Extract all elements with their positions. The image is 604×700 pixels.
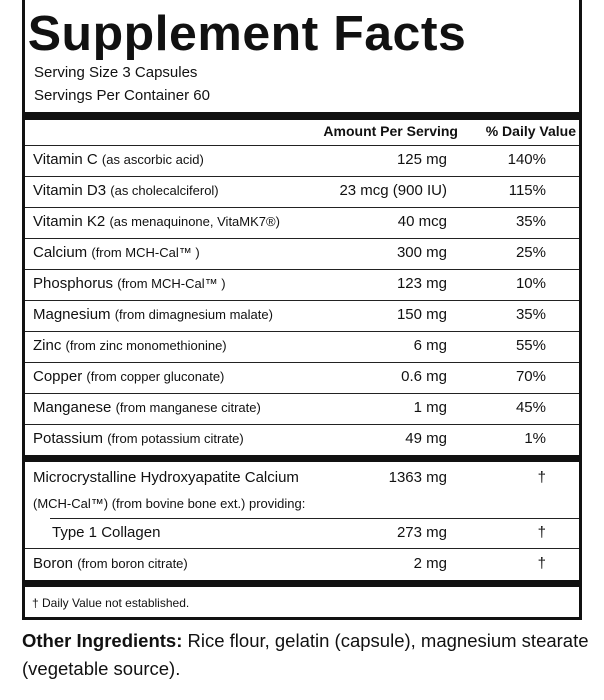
source: (from MCH-Cal™ ) bbox=[117, 276, 226, 291]
amount: 0.6 mg bbox=[401, 368, 447, 385]
serving-size: Serving Size 3 Capsules bbox=[34, 64, 197, 81]
nutrient-name: Vitamin C (as ascorbic acid) bbox=[33, 151, 204, 168]
nutrient-name: Calcium (from MCH-Cal™ ) bbox=[33, 244, 200, 261]
daily-value: 10% bbox=[515, 275, 546, 292]
name: Potassium bbox=[33, 430, 104, 447]
name: Manganese bbox=[33, 399, 112, 416]
daily-value: † bbox=[537, 524, 546, 541]
thick-rule bbox=[25, 112, 579, 120]
other-ingredients-label: Other Ingredients: bbox=[22, 630, 183, 651]
source: (from boron citrate) bbox=[77, 556, 188, 571]
amount-header: Amount Per Serving bbox=[323, 123, 458, 139]
servings-value: 60 bbox=[193, 87, 210, 104]
amount: 6 mg bbox=[413, 337, 447, 354]
nutrient-name: Vitamin K2 (as menaquinone, VitaMK7®) bbox=[33, 213, 280, 230]
nutrient-name: Manganese (from manganese citrate) bbox=[33, 399, 261, 416]
daily-value: † bbox=[537, 469, 546, 486]
source: (as cholecalciferol) bbox=[110, 183, 219, 198]
rule bbox=[25, 300, 579, 301]
rule bbox=[25, 548, 579, 549]
thick-rule bbox=[25, 580, 579, 587]
daily-value: 1% bbox=[524, 430, 546, 447]
rule bbox=[50, 518, 579, 519]
amount: 1 mg bbox=[413, 399, 447, 416]
amount: 2 mg bbox=[413, 555, 447, 572]
name: Microcrystalline Hydroxyapatite Calcium bbox=[33, 469, 299, 486]
footnote: † Daily Value not established. bbox=[32, 596, 190, 610]
nutrient-name: Potassium (from potassium citrate) bbox=[33, 430, 244, 447]
rule bbox=[25, 424, 579, 425]
amount: 23 mcg (900 IU) bbox=[339, 182, 447, 199]
amount: 125 mg bbox=[396, 151, 447, 168]
name: Boron bbox=[33, 555, 74, 572]
source: (as ascorbic acid) bbox=[101, 152, 204, 167]
daily-value: 35% bbox=[515, 306, 546, 323]
rule bbox=[25, 145, 579, 146]
daily-value: 55% bbox=[515, 337, 546, 354]
dv-header: % Daily Value bbox=[485, 123, 576, 139]
daily-value: † bbox=[537, 555, 546, 572]
rule bbox=[25, 207, 579, 208]
nutrient-name: Zinc (from zinc monomethionine) bbox=[33, 337, 227, 354]
other-ingredients: Other Ingredients: Rice flour, gelatin (… bbox=[22, 627, 592, 683]
nutrient-name: Magnesium (from dimagnesium malate) bbox=[33, 306, 273, 323]
name: Calcium bbox=[33, 244, 88, 261]
label-border bbox=[22, 0, 582, 620]
daily-value: 115% bbox=[508, 182, 546, 199]
nutrient-name: Type 1 Collagen bbox=[52, 524, 160, 541]
source: (from MCH-Cal™ ) bbox=[91, 245, 200, 260]
rule bbox=[25, 331, 579, 332]
daily-value: 25% bbox=[515, 244, 546, 261]
nutrient-name: Vitamin D3 (as cholecalciferol) bbox=[33, 182, 219, 199]
name: Vitamin D3 bbox=[33, 182, 107, 199]
servings-label: Servings Per Container bbox=[34, 87, 190, 104]
name: Vitamin C bbox=[33, 151, 98, 168]
nutrient-name: Copper (from copper gluconate) bbox=[33, 368, 224, 385]
amount: 1363 mg bbox=[388, 469, 447, 486]
rule bbox=[25, 269, 579, 270]
daily-value: 45% bbox=[515, 399, 546, 416]
rule bbox=[25, 238, 579, 239]
source: (MCH-Cal™) (from bovine bone ext.) provi… bbox=[33, 496, 306, 511]
nutrient-name: Microcrystalline Hydroxyapatite Calcium bbox=[33, 469, 299, 486]
source: (from dimagnesium malate) bbox=[114, 307, 273, 322]
rule bbox=[25, 176, 579, 177]
amount: 273 mg bbox=[396, 524, 447, 541]
title: Supplement Facts bbox=[27, 7, 467, 61]
name: Phosphorus bbox=[33, 275, 114, 292]
daily-value: 70% bbox=[515, 368, 546, 385]
servings: Servings Per Container 60 bbox=[34, 87, 210, 104]
amount: 49 mg bbox=[405, 430, 447, 447]
daily-value: 140% bbox=[507, 151, 546, 168]
amount: 300 mg bbox=[396, 244, 447, 261]
nutrient-name: Boron (from boron citrate) bbox=[33, 555, 188, 572]
nutrient-name: Phosphorus (from MCH-Cal™ ) bbox=[33, 275, 226, 292]
amount: 123 mg bbox=[396, 275, 447, 292]
serving-size-label: Serving Size bbox=[34, 64, 119, 81]
name: Vitamin K2 bbox=[33, 213, 106, 230]
daily-value: 35% bbox=[515, 213, 546, 230]
other-ingredients-text: Rice flour, gelatin (capsule), magnesium… bbox=[22, 630, 589, 679]
name: Zinc bbox=[33, 337, 62, 354]
amount: 150 mg bbox=[396, 306, 447, 323]
source: (from manganese citrate) bbox=[115, 400, 261, 415]
rule bbox=[25, 393, 579, 394]
source: (from potassium citrate) bbox=[107, 431, 244, 446]
thick-rule bbox=[25, 455, 579, 462]
amount: 40 mcg bbox=[397, 213, 447, 230]
name: Magnesium bbox=[33, 306, 111, 323]
rule bbox=[25, 362, 579, 363]
source: (from zinc monomethionine) bbox=[65, 338, 227, 353]
serving-size-value: 3 Capsules bbox=[122, 64, 198, 81]
source: (from copper gluconate) bbox=[86, 369, 225, 384]
name: Type 1 Collagen bbox=[52, 524, 161, 541]
source: (as menaquinone, VitaMK7®) bbox=[109, 214, 280, 229]
name: Copper bbox=[33, 368, 83, 385]
